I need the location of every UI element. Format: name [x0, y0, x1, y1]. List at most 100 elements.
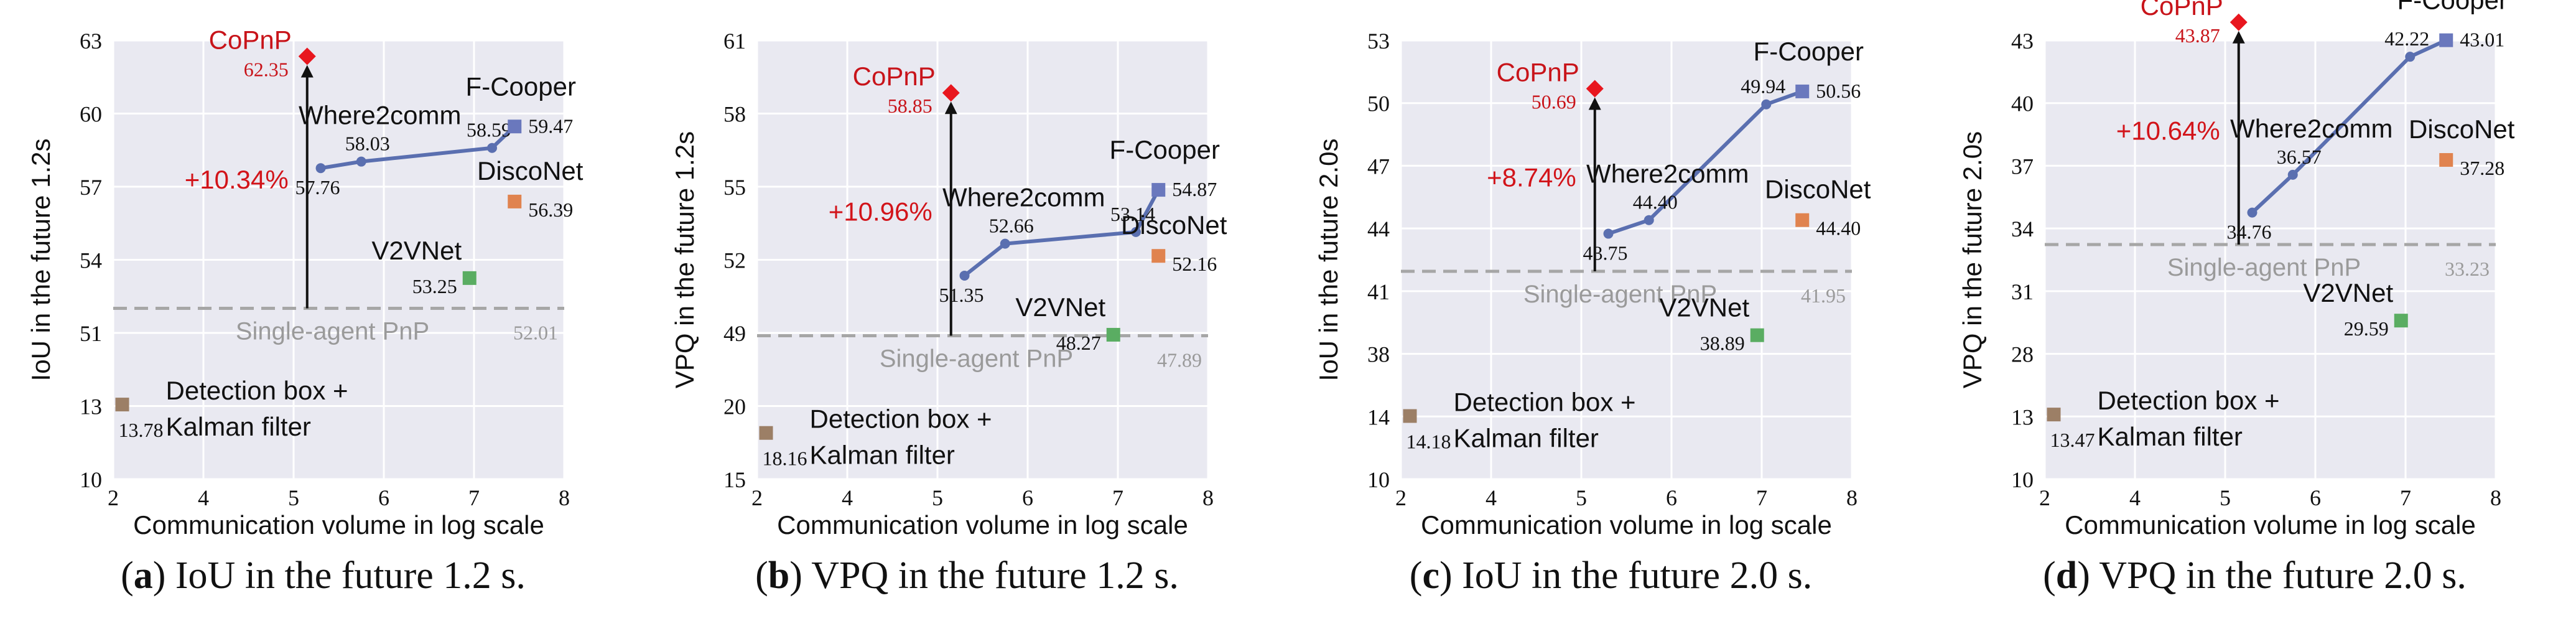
x-tick-label: 2	[108, 485, 119, 510]
v2vnet-marker	[2394, 314, 2408, 328]
y-axis-label: VPQ in the future 1.2s	[670, 131, 699, 388]
x-tick-label: 4	[198, 485, 209, 510]
fcooper-label: F-Cooper	[2397, 0, 2508, 15]
where2comm-value: 42.22	[2384, 27, 2429, 50]
v2vnet-value: 48.27	[1056, 332, 1101, 354]
where2comm-point	[315, 163, 326, 174]
where2comm-point	[1644, 215, 1654, 225]
chart-panel-a: 10 13 51 54 57 60 63 2 4 5 6 7 8 Communication volume…	[1, 0, 645, 626]
single-agent-label: Single-agent PnP	[880, 345, 1073, 372]
x-axis-label: Communication volume in log scale	[777, 510, 1188, 540]
chart-svg-a: 10 13 51 54 57 60 63 2 4 5 6 7 8 Communication volume…	[26, 25, 584, 540]
x-tick-label: 8	[2490, 485, 2501, 510]
where2comm-value: 36.57	[2277, 146, 2322, 168]
improvement-label: +10.64%	[2116, 116, 2220, 145]
x-axis-label: Communication volume in log scale	[133, 510, 544, 540]
detection-marker	[1403, 409, 1417, 423]
y-tick-label: 57	[80, 175, 102, 200]
disconet-marker	[508, 194, 522, 208]
where2comm-value: 49.94	[1741, 75, 1785, 98]
single-agent-value: 41.95	[1801, 284, 1846, 307]
v2vnet-label: V2VNet	[371, 236, 462, 265]
detection-label-line2: Kalman filter	[2098, 422, 2243, 451]
chart-panel-b: 15 20 49 52 55 58 61 2 4 5 6 7 8 Communication volume…	[645, 0, 1289, 626]
where2comm-point	[959, 270, 970, 281]
v2vnet-marker	[462, 271, 477, 285]
improvement-arrow-head	[2232, 30, 2245, 44]
y-tick-label: 10	[80, 467, 102, 492]
figure-caption: (d) VPQ in the future 2.0 s.	[1933, 554, 2576, 598]
x-tick-label: 8	[1202, 485, 1214, 510]
copnp-label: CoPnP	[1497, 58, 1579, 87]
where2comm-value: 54.87	[1172, 178, 1217, 200]
where2comm-value: 34.76	[2227, 221, 2272, 243]
v2vnet-label: V2VNet	[2303, 278, 2393, 307]
figure-caption: (b) VPQ in the future 1.2 s.	[645, 554, 1289, 598]
x-tick-label: 7	[2400, 485, 2411, 510]
copnp-marker	[942, 84, 960, 102]
x-tick-label: 5	[288, 485, 299, 510]
where2comm-value: 58.59	[467, 119, 511, 141]
x-tick-label: 6	[1022, 485, 1033, 510]
improvement-label: +8.74%	[1487, 162, 1576, 192]
fcooper-label: F-Cooper	[466, 72, 576, 101]
where2comm-label: Where2comm	[2230, 114, 2392, 143]
y-tick-label: 13	[80, 395, 102, 419]
y-tick-label: 44	[1367, 217, 1390, 241]
fcooper-marker	[508, 119, 522, 134]
y-tick-label: 61	[723, 29, 746, 54]
fcooper-label: F-Cooper	[1110, 135, 1220, 164]
disconet-value: 56.39	[528, 199, 573, 221]
single-agent-label: Single-agent PnP	[236, 317, 429, 345]
chart-panel-c: 10 14 38 41 44 47 50 53 2 4 5 6 7 8 Communication volu…	[1289, 0, 1933, 626]
detection-label-line1: Detection box +	[2098, 386, 2280, 415]
x-axis-label: Communication volume in log scale	[2065, 510, 2476, 540]
y-tick-label: 34	[2011, 217, 2034, 241]
detection-value: 13.47	[2050, 429, 2095, 451]
caption-letter: d	[2055, 554, 2078, 597]
improvement-arrow-head	[944, 101, 957, 114]
detection-value: 14.18	[1407, 431, 1451, 453]
caption-text: IoU in the future 1.2 s.	[175, 554, 526, 597]
y-tick-label: 15	[723, 467, 746, 492]
y-axis-label: IoU in the future 1.2s	[26, 139, 55, 381]
y-tick-label: 63	[80, 29, 102, 54]
where2comm-point	[1761, 99, 1772, 110]
y-tick-label: 40	[2011, 91, 2034, 116]
x-tick-label: 6	[2310, 485, 2321, 510]
copnp-value: 58.85	[888, 95, 932, 117]
copnp-label: CoPnP	[209, 25, 292, 54]
detection-marker	[759, 426, 773, 440]
where2comm-label: Where2comm	[299, 101, 461, 130]
disconet-label: DiscoNet	[1121, 210, 1227, 240]
y-tick-label: 41	[1367, 279, 1390, 304]
x-tick-label: 7	[468, 485, 480, 510]
where2comm-label: Where2comm	[942, 183, 1105, 212]
copnp-marker	[298, 47, 316, 65]
improvement-arrow-head	[1588, 97, 1601, 110]
copnp-value: 62.35	[244, 58, 289, 80]
x-tick-label: 2	[2039, 485, 2050, 510]
x-tick-label: 5	[2220, 485, 2231, 510]
disconet-label: DiscoNet	[2409, 114, 2515, 144]
improvement-arrow-head	[300, 65, 314, 78]
detection-label-line2: Kalman filter	[810, 441, 955, 470]
where2comm-point	[487, 142, 497, 153]
where2comm-point	[2405, 52, 2416, 62]
v2vnet-value: 29.59	[2344, 317, 2389, 340]
improvement-label: +10.34%	[185, 165, 289, 194]
v2vnet-value: 53.25	[412, 275, 457, 297]
x-tick-label: 4	[1486, 485, 1497, 510]
disconet-marker	[1795, 213, 1810, 227]
single-agent-value: 52.01	[513, 321, 558, 343]
where2comm-value: 51.35	[939, 284, 984, 306]
figure-caption: (a) IoU in the future 1.2 s.	[1, 554, 645, 598]
y-tick-label: 50	[1367, 91, 1390, 116]
copnp-marker	[1586, 80, 1604, 98]
x-tick-label: 8	[1846, 485, 1858, 510]
y-tick-label: 47	[1367, 154, 1390, 179]
y-tick-label: 13	[2011, 404, 2034, 429]
caption-letter: b	[768, 554, 790, 597]
